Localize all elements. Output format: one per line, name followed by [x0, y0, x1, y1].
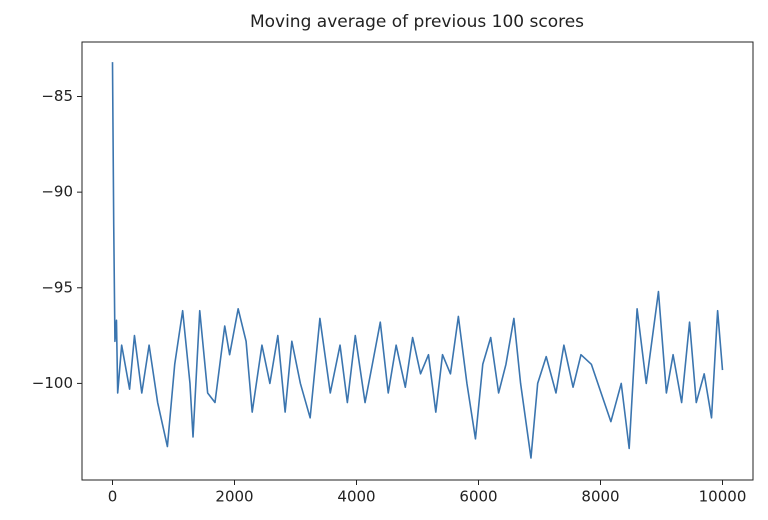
- y-tick-label: −100: [32, 374, 73, 392]
- y-tick-label: −90: [41, 183, 73, 201]
- chart-title: Moving average of previous 100 scores: [250, 12, 584, 32]
- x-tick-label: 8000: [581, 488, 619, 506]
- x-tick-label: 10000: [699, 488, 747, 506]
- y-tick-label: −85: [41, 87, 73, 105]
- data-line: [111, 62, 724, 459]
- x-tick-label: 0: [108, 488, 118, 506]
- x-tick-label: 4000: [337, 488, 375, 506]
- plot-frame: [81, 41, 754, 481]
- y-tick-label: −95: [41, 278, 73, 296]
- x-tick-label: 6000: [459, 488, 497, 506]
- x-tick-label: 2000: [215, 488, 253, 506]
